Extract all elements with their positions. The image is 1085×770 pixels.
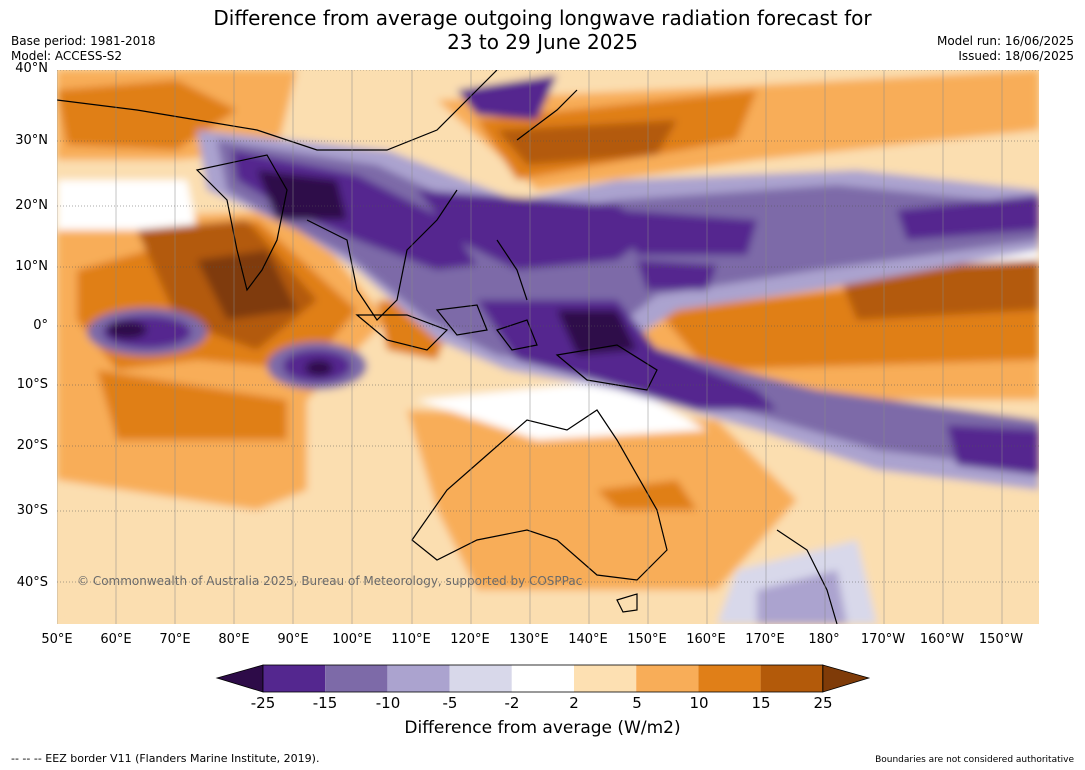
map-title-line-2: 23 to 29 June 2025 <box>447 30 638 54</box>
lon-label: 150°E <box>627 632 667 647</box>
lon-label: 60°E <box>100 632 132 647</box>
colorbar-cell <box>387 665 450 692</box>
tasmania-coast <box>616 593 638 613</box>
lon-label: 120°E <box>450 632 490 647</box>
colorbar-label: Difference from average (W/m2) <box>404 718 681 738</box>
anomaly-field <box>57 70 1039 624</box>
colorbar-cell <box>760 665 823 692</box>
lat-label: 40°S <box>16 575 48 590</box>
model-run-text: Model run: 16/06/2025 <box>936 34 1074 48</box>
colorbar-tick: -10 <box>375 694 401 712</box>
lat-label: 20°S <box>16 438 48 453</box>
lon-label: 110°E <box>391 632 431 647</box>
lon-label: 80°E <box>218 632 250 647</box>
philippines-coast <box>496 239 528 301</box>
colorbar-tick: 25 <box>813 694 833 712</box>
map-title-line-1: Difference from average outgoing longwav… <box>213 6 872 30</box>
colorbar-cell <box>511 665 574 692</box>
issued-text: Issued: 18/06/2025 <box>958 49 1074 63</box>
lon-label: 150°W <box>978 632 1024 647</box>
lat-label: 30°N <box>15 133 48 148</box>
india-coast <box>195 154 288 292</box>
lon-label: 170°W <box>860 632 906 647</box>
new-zealand-coast <box>776 529 838 624</box>
coastlines <box>57 70 838 624</box>
meridians <box>57 70 1003 624</box>
lon-label: 160°E <box>686 632 726 647</box>
lon-label: 100°E <box>332 632 372 647</box>
lat-label: 10°S <box>16 377 48 392</box>
lon-label: 160°W <box>919 632 965 647</box>
olr-anomaly-map <box>57 70 1039 624</box>
lon-label: 140°E <box>568 632 608 647</box>
colorbar-tick: -15 <box>312 694 338 712</box>
colorbar-arrow-high <box>822 664 871 693</box>
lon-label: 130°E <box>509 632 549 647</box>
lon-label: 180° <box>808 632 840 647</box>
colorbar-cell <box>325 665 388 692</box>
colorbar-cell <box>263 665 326 692</box>
sulawesi-coast <box>496 319 538 351</box>
eez-border-note: -- -- -- EEZ border V11 (Flanders Marine… <box>11 752 320 765</box>
base-period-text: Base period: 1981-2018 <box>11 34 156 48</box>
colorbar-tick: -25 <box>250 694 276 712</box>
colorbar-cell <box>636 665 699 692</box>
colorbar-tick: 5 <box>632 694 642 712</box>
colorbar-arrow-low <box>215 664 264 693</box>
japan-coast <box>516 89 578 141</box>
colorbar-cell <box>698 665 761 692</box>
colorbar-cell <box>574 665 637 692</box>
lat-label: 10°N <box>15 259 48 274</box>
colorbar-tick: 15 <box>751 694 771 712</box>
boundaries-disclaimer: Boundaries are not considered authoritat… <box>875 755 1074 765</box>
asia-coast <box>57 70 498 151</box>
se-asia-coast <box>306 189 458 321</box>
lat-label: 0° <box>33 318 48 333</box>
colorbar-tick: 2 <box>569 694 579 712</box>
lat-label: 20°N <box>15 198 48 213</box>
copyright-text: © Commonwealth of Australia 2025, Bureau… <box>77 574 583 588</box>
new-guinea-coast <box>555 344 658 391</box>
colorbar-tick: -2 <box>504 694 520 712</box>
colorbar-tick: 10 <box>689 694 709 712</box>
australia-coast <box>411 409 668 581</box>
sumatra-coast <box>355 314 449 351</box>
colorbar-outline <box>262 664 824 693</box>
colorbar-tick: -5 <box>442 694 458 712</box>
colorbar-cell <box>449 665 512 692</box>
lon-label: 50°E <box>41 632 73 647</box>
lat-label: 40°N <box>15 61 48 76</box>
borneo-coast <box>435 304 488 336</box>
colorbar <box>215 664 871 693</box>
lon-label: 70°E <box>159 632 191 647</box>
model-text: Model: ACCESS-S2 <box>11 49 123 63</box>
lon-label: 170°E <box>745 632 785 647</box>
lat-label: 30°S <box>16 503 48 518</box>
lon-label: 90°E <box>277 632 309 647</box>
map-canvas <box>57 70 1039 624</box>
